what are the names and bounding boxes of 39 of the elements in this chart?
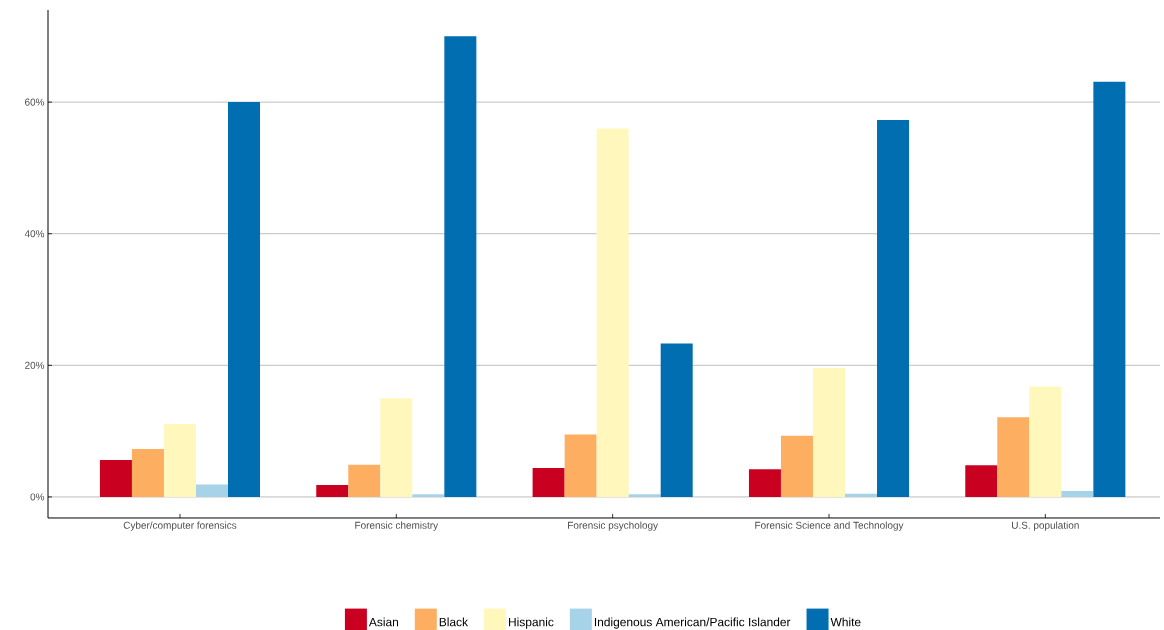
bar bbox=[131, 448, 164, 497]
x-tick-label: Cyber/computer forensics bbox=[123, 521, 237, 531]
bar bbox=[228, 102, 261, 497]
y-tick-label: 20% bbox=[25, 361, 45, 369]
legend-label: Indigenous American/Pacific Islander bbox=[594, 617, 791, 629]
bar bbox=[596, 128, 629, 497]
x-tick-label: Forensic Science and Technology bbox=[755, 521, 904, 531]
y-tick-label: 60% bbox=[25, 98, 45, 106]
bar bbox=[564, 434, 597, 497]
bar bbox=[1093, 81, 1126, 497]
bar bbox=[965, 465, 998, 497]
bar bbox=[348, 464, 381, 497]
y-tick-label: 40% bbox=[24, 230, 45, 238]
bar bbox=[316, 485, 349, 497]
legend-label: Asian bbox=[368, 617, 399, 627]
bar bbox=[845, 493, 878, 497]
bar bbox=[997, 417, 1030, 497]
bar bbox=[628, 494, 661, 497]
x-tick-label: Forensic chemistry bbox=[355, 521, 439, 531]
y-tick-label: 0% bbox=[30, 493, 45, 501]
bar bbox=[812, 367, 845, 497]
x-tick-label: U.S. population bbox=[1012, 521, 1079, 531]
bar bbox=[195, 484, 228, 497]
bar bbox=[532, 467, 565, 497]
bar bbox=[412, 494, 445, 497]
bar bbox=[780, 435, 813, 497]
bar bbox=[444, 36, 477, 497]
bar bbox=[877, 119, 910, 497]
legend-label: Hispanic bbox=[509, 617, 554, 629]
legend-label: White bbox=[830, 617, 861, 627]
bar bbox=[1029, 386, 1062, 497]
bar bbox=[1061, 491, 1094, 497]
bar bbox=[380, 398, 413, 497]
bar bbox=[163, 423, 196, 497]
bar bbox=[748, 469, 781, 497]
bar bbox=[660, 343, 693, 497]
legend-label: Black bbox=[439, 617, 469, 627]
bar bbox=[99, 460, 132, 497]
x-tick-label: Forensic psychology bbox=[568, 521, 659, 531]
